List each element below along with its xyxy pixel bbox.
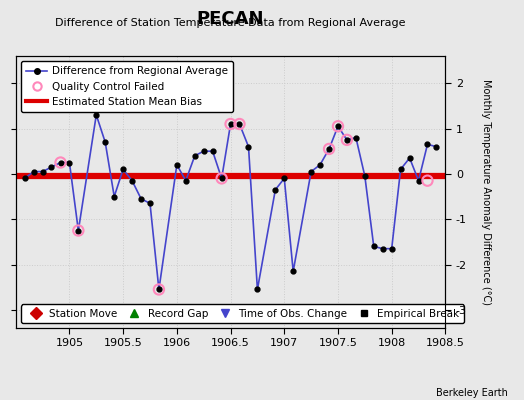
Point [217,175,226,182]
Point [423,178,432,184]
Text: PECAN: PECAN [197,10,264,28]
Point [334,123,342,130]
Text: Berkeley Earth: Berkeley Earth [436,388,508,398]
Point [56,159,64,166]
Point [163,311,172,318]
Text: Difference of Station Temperature Data from Regional Average: Difference of Station Temperature Data f… [56,18,406,28]
Point [235,121,244,127]
Point [343,137,351,143]
Legend: Station Move, Record Gap, Time of Obs. Change, Empirical Break: Station Move, Record Gap, Time of Obs. C… [21,304,464,323]
Point [226,121,235,127]
Point [155,286,163,293]
Point [325,146,333,152]
Point [74,227,83,234]
Y-axis label: Monthly Temperature Anomaly Difference (°C): Monthly Temperature Anomaly Difference (… [481,79,491,305]
